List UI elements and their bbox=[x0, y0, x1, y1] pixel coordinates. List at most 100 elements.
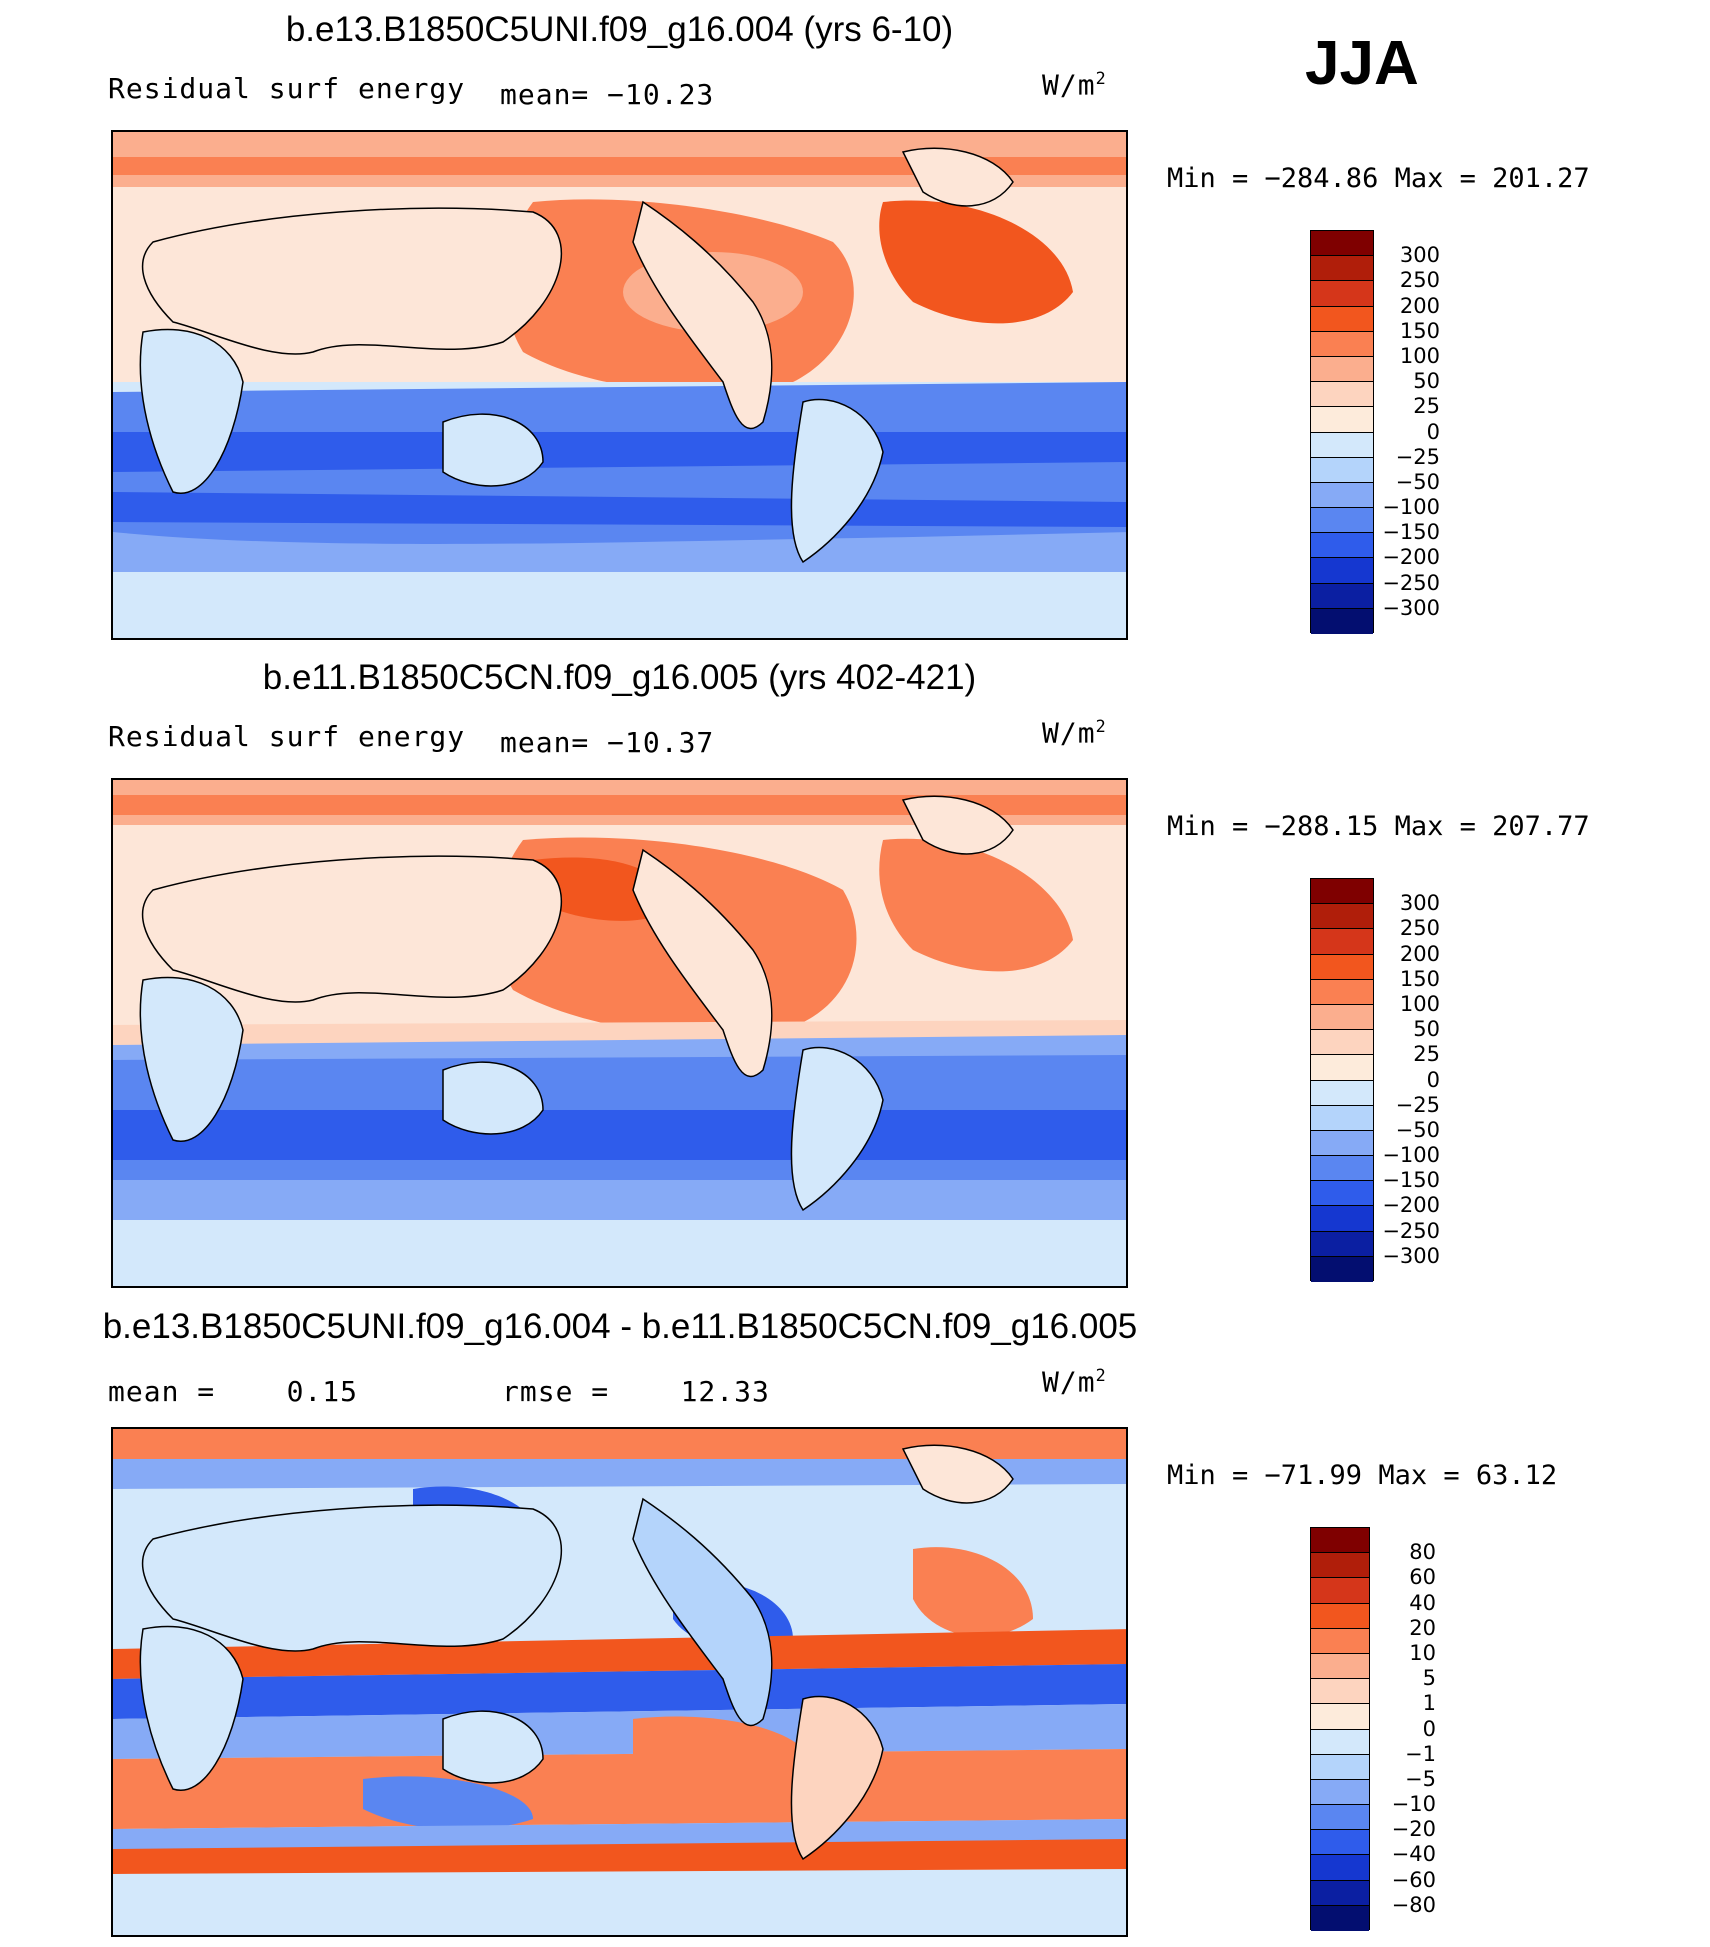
colorbar-level-label: −50 bbox=[1395, 1117, 1440, 1142]
colorbar-swatch bbox=[1311, 533, 1373, 559]
australia bbox=[442, 1710, 544, 1784]
colorbar-swatch bbox=[1311, 1030, 1373, 1056]
colorbar-swatch bbox=[1311, 1130, 1373, 1157]
greenland bbox=[901, 795, 1014, 855]
colorbar-swatch bbox=[1311, 1206, 1373, 1232]
colorbar-level-label: −80 bbox=[1391, 1892, 1436, 1917]
africa bbox=[139, 328, 244, 495]
colorbar-swatch bbox=[1311, 457, 1373, 483]
colorbar-level-label: −200 bbox=[1382, 1193, 1440, 1218]
colorbar-swatch bbox=[1311, 306, 1373, 332]
panel-1-units: W/m2 bbox=[1042, 68, 1107, 102]
colorbar-swatch bbox=[1311, 1779, 1369, 1806]
colorbar-swatch bbox=[1311, 979, 1373, 1005]
tropic-warm-band bbox=[113, 1629, 1126, 1679]
north-america bbox=[632, 848, 773, 1078]
colorbar-level-label: 40 bbox=[1409, 1590, 1436, 1615]
panel-1-title: b.e13.B1850C5UNI.f09_g16.004 (yrs 6-10) bbox=[285, 10, 954, 49]
colorbar-swatch bbox=[1311, 1528, 1369, 1554]
colorbar-level-label: 20 bbox=[1409, 1615, 1436, 1640]
colorbar-swatch bbox=[1311, 558, 1373, 584]
antarctica bbox=[113, 1874, 1126, 1935]
colorbar-swatch bbox=[1311, 1105, 1373, 1131]
eurasia bbox=[141, 1504, 563, 1652]
colorbar-swatch bbox=[1311, 256, 1373, 282]
colorbar-swatch bbox=[1311, 1578, 1369, 1604]
so-strong-2 bbox=[113, 492, 1126, 527]
arctic-band-strong bbox=[113, 795, 1126, 815]
colorbar-swatch bbox=[1311, 1704, 1369, 1730]
colorbar-level-label: 200 bbox=[1399, 293, 1440, 318]
colorbar-level-label: 80 bbox=[1409, 1540, 1436, 1565]
colorbar-swatch bbox=[1311, 1156, 1373, 1182]
colorbar-swatch bbox=[1311, 1181, 1373, 1207]
colorbar-level-label: −300 bbox=[1382, 595, 1440, 620]
panel-2-minmax: Min = −288.15 Max = 207.77 bbox=[1167, 811, 1590, 842]
colorbar-level-label: 200 bbox=[1399, 941, 1440, 966]
colorbar-swatch bbox=[1311, 1553, 1369, 1579]
subarctic-cool bbox=[113, 1459, 1126, 1489]
colorbar-level-label: 100 bbox=[1399, 343, 1440, 368]
so-warm bbox=[113, 1749, 1126, 1829]
colorbar-level-label: −20 bbox=[1391, 1817, 1436, 1842]
natl-warm bbox=[879, 200, 1073, 324]
colorbar-level-label: −60 bbox=[1391, 1867, 1436, 1892]
colorbar-swatch bbox=[1311, 1729, 1369, 1755]
colorbar-swatch bbox=[1311, 1830, 1369, 1856]
so-light bbox=[113, 1180, 1126, 1220]
colorbar-swatch bbox=[1311, 482, 1373, 509]
colorbar-level-label: 5 bbox=[1422, 1666, 1436, 1691]
colorbar-swatch bbox=[1311, 1653, 1369, 1680]
colorbar-swatch bbox=[1311, 331, 1373, 357]
panel-3-map bbox=[111, 1427, 1128, 1937]
colorbar-level-label: −1 bbox=[1405, 1741, 1436, 1766]
colorbar-swatch bbox=[1311, 1080, 1373, 1106]
colorbar-level-label: 50 bbox=[1413, 1017, 1440, 1042]
panel-3-minmax: Min = −71.99 Max = 63.12 bbox=[1167, 1460, 1558, 1491]
colorbar-swatch bbox=[1311, 608, 1373, 634]
panel-3-mean: mean = 0.15 bbox=[108, 1375, 359, 1408]
tropic-cool-band bbox=[113, 1664, 1126, 1719]
colorbar-swatch bbox=[1311, 1805, 1369, 1831]
colorbar-level-label: −100 bbox=[1382, 1143, 1440, 1168]
south-america bbox=[790, 1046, 884, 1212]
colorbar-level-label: −50 bbox=[1395, 469, 1440, 494]
colorbar-level-label: −25 bbox=[1395, 1092, 1440, 1117]
africa bbox=[139, 1625, 244, 1792]
colorbar-level-label: −150 bbox=[1382, 520, 1440, 545]
colorbar-swatch bbox=[1311, 1880, 1369, 1906]
colorbar-level-label: 25 bbox=[1413, 1042, 1440, 1067]
antarctica bbox=[113, 572, 1126, 638]
colorbar-level-label: 0 bbox=[1426, 419, 1440, 444]
so-cool-patch bbox=[363, 1776, 533, 1830]
colorbar-level-label: 250 bbox=[1399, 916, 1440, 941]
colorbar-swatch bbox=[1311, 1256, 1373, 1282]
colorbar-swatch bbox=[1311, 508, 1373, 534]
colorbar-level-label: 50 bbox=[1413, 369, 1440, 394]
colorbar-swatch bbox=[1311, 356, 1373, 383]
colorbar-swatch bbox=[1311, 583, 1373, 609]
so-warm-band bbox=[113, 1839, 1126, 1874]
panel-1-minmax: Min = −284.86 Max = 201.27 bbox=[1167, 163, 1590, 194]
colorbar-swatch bbox=[1311, 1055, 1373, 1081]
antarctica bbox=[113, 1220, 1126, 1286]
panel-2-variable: Residual surf energy bbox=[108, 720, 466, 753]
colorbar-swatch bbox=[1311, 904, 1373, 930]
panel-2-mean: mean= −10.37 bbox=[500, 726, 715, 759]
colorbar-swatch bbox=[1311, 1004, 1373, 1031]
australia bbox=[442, 413, 544, 487]
colorbar-level-label: 25 bbox=[1413, 394, 1440, 419]
colorbar-level-label: −250 bbox=[1382, 1218, 1440, 1243]
panel-3-rmse: rmse = 12.33 bbox=[502, 1375, 770, 1408]
panel-1-colorbar bbox=[1310, 230, 1374, 634]
panel-2-map bbox=[111, 778, 1128, 1288]
so-light bbox=[113, 532, 1126, 572]
colorbar-swatch bbox=[1311, 1628, 1369, 1654]
north-america bbox=[632, 1497, 773, 1727]
colorbar-swatch bbox=[1311, 879, 1373, 905]
panel-2-title: b.e11.B1850C5CN.f09_g16.005 (yrs 402-421… bbox=[262, 658, 977, 697]
north-america bbox=[632, 200, 773, 430]
colorbar-level-label: −200 bbox=[1382, 545, 1440, 570]
colorbar-swatch bbox=[1311, 1603, 1369, 1629]
colorbar-swatch bbox=[1311, 432, 1373, 458]
